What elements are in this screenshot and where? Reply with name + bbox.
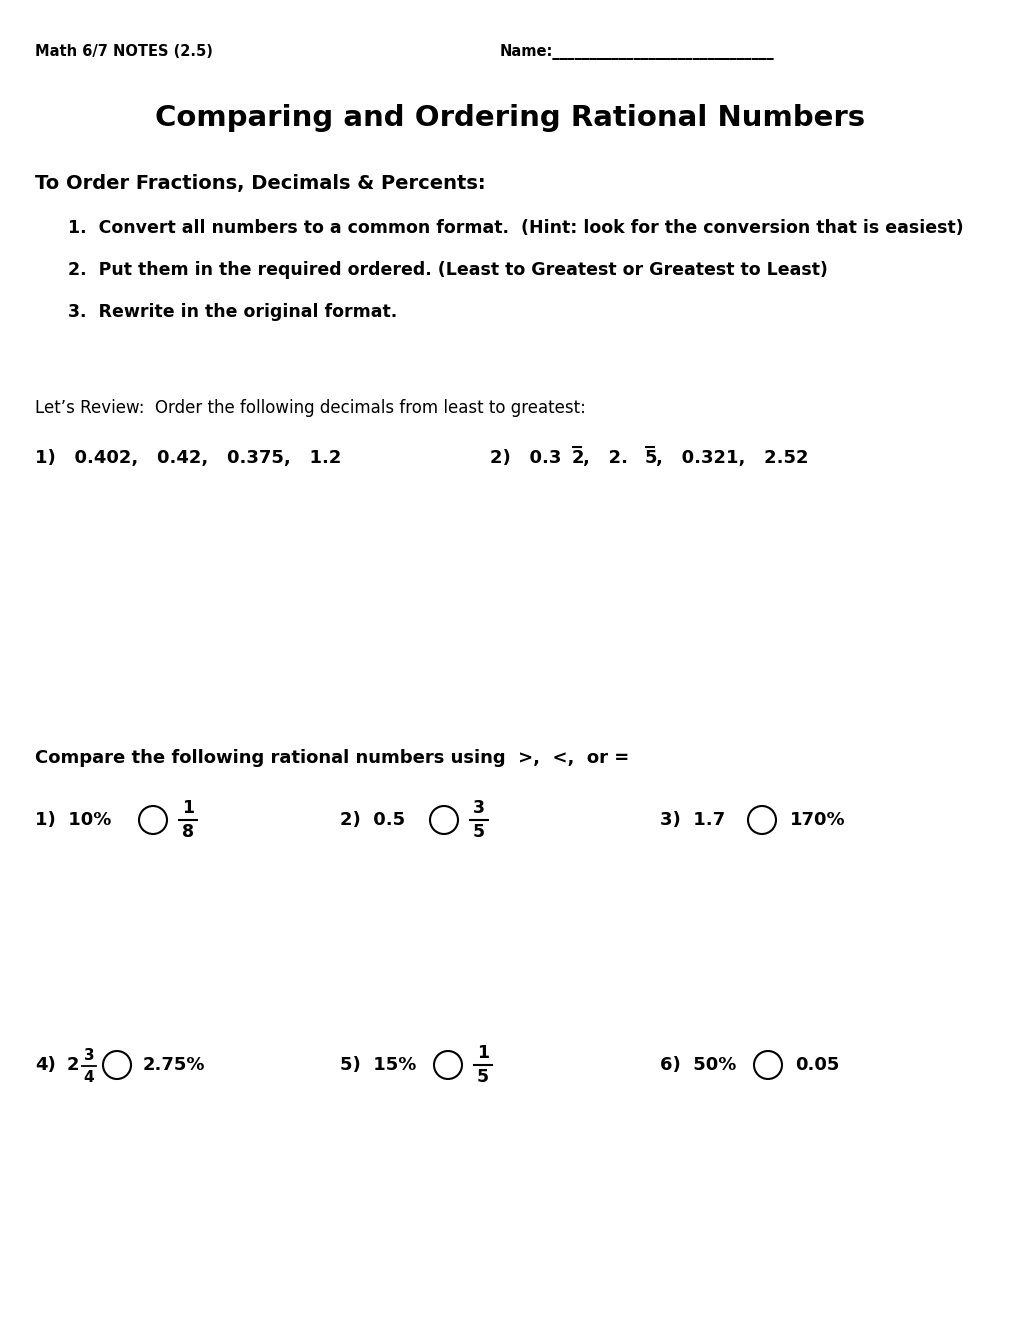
Text: Let’s Review:  Order the following decimals from least to greatest:: Let’s Review: Order the following decima… — [35, 399, 585, 417]
Text: Comparing and Ordering Rational Numbers: Comparing and Ordering Rational Numbers — [155, 104, 864, 132]
Text: Compare the following rational numbers using  >,  <,  or =: Compare the following rational numbers u… — [35, 748, 629, 767]
Text: Name:______________________________: Name:______________________________ — [499, 44, 773, 59]
Text: 1)  10%: 1) 10% — [35, 810, 111, 829]
Text: 2)  0.5: 2) 0.5 — [339, 810, 405, 829]
Text: 8: 8 — [181, 822, 194, 841]
Text: 5: 5 — [477, 1068, 488, 1086]
Text: 2)   0.3: 2) 0.3 — [489, 449, 560, 467]
Text: 1)   0.402,   0.42,   0.375,   1.2: 1) 0.402, 0.42, 0.375, 1.2 — [35, 449, 341, 467]
Text: 1.  Convert all numbers to a common format.  (Hint: look for the conversion that: 1. Convert all numbers to a common forma… — [68, 219, 963, 238]
Text: 5)  15%: 5) 15% — [339, 1056, 416, 1074]
Text: 2.  Put them in the required ordered. (Least to Greatest or Greatest to Least): 2. Put them in the required ordered. (Le… — [68, 261, 827, 279]
Text: 6)  50%: 6) 50% — [659, 1056, 736, 1074]
Text: 1: 1 — [181, 799, 194, 817]
Text: 2.75%: 2.75% — [143, 1056, 205, 1074]
Text: 2: 2 — [67, 1056, 79, 1074]
Text: 170%: 170% — [790, 810, 845, 829]
Text: Math 6/7 NOTES (2.5): Math 6/7 NOTES (2.5) — [35, 45, 213, 59]
Text: 5: 5 — [644, 449, 657, 467]
Text: To Order Fractions, Decimals & Percents:: To Order Fractions, Decimals & Percents: — [35, 173, 485, 193]
Text: 3: 3 — [473, 799, 484, 817]
Text: 2: 2 — [572, 449, 584, 467]
Text: 0.05: 0.05 — [794, 1056, 839, 1074]
Text: ,   0.321,   2.52: , 0.321, 2.52 — [655, 449, 808, 467]
Text: 4): 4) — [35, 1056, 56, 1074]
Text: ,   2.: , 2. — [583, 449, 628, 467]
Text: 4: 4 — [84, 1069, 94, 1085]
Text: 3)  1.7: 3) 1.7 — [659, 810, 725, 829]
Text: 1: 1 — [477, 1044, 488, 1063]
Text: 3.  Rewrite in the original format.: 3. Rewrite in the original format. — [68, 304, 396, 321]
Text: 5: 5 — [473, 822, 485, 841]
Text: 3: 3 — [84, 1048, 94, 1063]
